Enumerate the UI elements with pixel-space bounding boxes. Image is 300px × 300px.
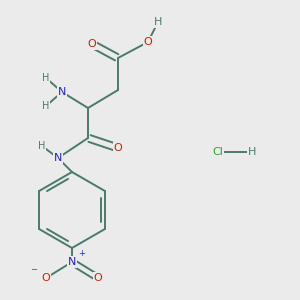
Text: O: O [114, 143, 122, 153]
Text: +: + [79, 250, 86, 259]
Text: N: N [68, 257, 76, 267]
Text: H: H [38, 141, 46, 151]
Text: H: H [248, 147, 256, 157]
Text: N: N [58, 87, 66, 97]
Text: N: N [54, 153, 62, 163]
Text: Cl: Cl [213, 147, 224, 157]
Text: O: O [94, 273, 102, 283]
Text: O: O [88, 39, 96, 49]
Text: O: O [42, 273, 50, 283]
Text: H: H [42, 101, 50, 111]
Text: H: H [42, 73, 50, 83]
Text: H: H [154, 17, 162, 27]
Text: −: − [31, 266, 38, 274]
Text: O: O [144, 37, 152, 47]
